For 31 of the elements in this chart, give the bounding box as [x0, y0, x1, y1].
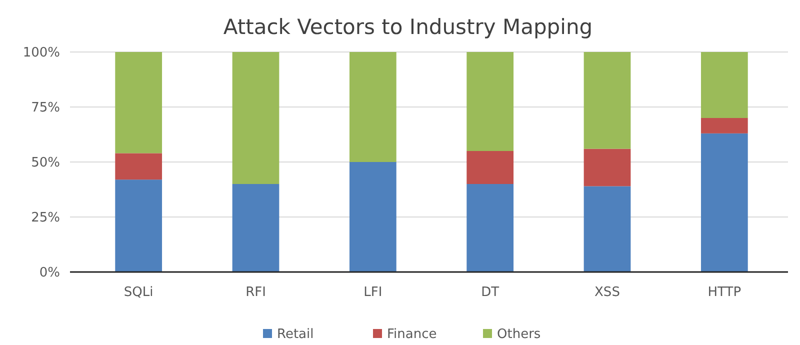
bar: [115, 180, 162, 272]
x-tick-label: HTTP: [708, 285, 742, 300]
bar: [700, 118, 748, 134]
bar: [584, 186, 631, 272]
chart-title: Attack Vectors to Industry Mapping: [223, 15, 593, 39]
legend-label: Retail: [277, 327, 314, 342]
bar: [466, 151, 514, 184]
y-tick-label: 25%: [31, 210, 60, 226]
bar: [115, 52, 162, 154]
x-tick-label: DT: [481, 285, 500, 300]
legend-label: Finance: [387, 327, 437, 342]
x-tick-label: SQLi: [124, 285, 154, 300]
bar: [700, 133, 748, 272]
bar: [115, 153, 162, 180]
bar: [232, 52, 280, 184]
bar: [700, 52, 748, 118]
bar: [349, 52, 396, 162]
y-tick-label: 75%: [31, 100, 60, 116]
y-tick-label: 50%: [31, 156, 60, 171]
bar: [466, 184, 514, 272]
bar: [466, 52, 514, 151]
x-tick-label: XSS: [594, 285, 620, 300]
bar: [584, 148, 631, 186]
legend-label: Others: [497, 327, 541, 342]
bar: [584, 52, 631, 149]
y-tick-label: 100%: [22, 46, 60, 61]
x-tick-label: RFI: [246, 285, 266, 300]
bar: [349, 162, 396, 272]
x-tick-label: LFI: [364, 285, 382, 300]
y-tick-label: 0%: [39, 266, 60, 281]
bar: [232, 184, 280, 272]
